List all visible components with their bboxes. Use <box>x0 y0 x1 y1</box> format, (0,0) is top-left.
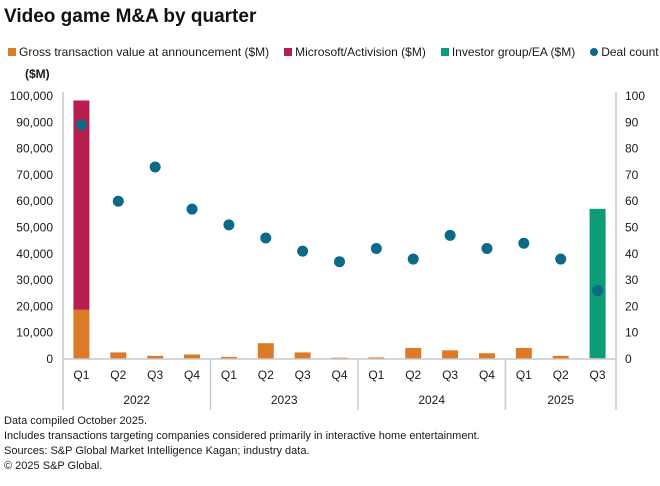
x-tick-label: Q2 <box>405 368 421 382</box>
legend-swatch-gross-value <box>8 48 16 56</box>
y-tick-label-right: 40 <box>625 247 639 261</box>
y-tick-label-left: 20,000 <box>16 299 53 313</box>
y-tick-label-left: 10,000 <box>16 326 53 340</box>
x-tick-label: Q1 <box>73 368 89 382</box>
legend-item-gross-value: Gross transaction value at announcement … <box>8 45 269 59</box>
x-tick-label: Q3 <box>295 368 311 382</box>
legend-label-microsoft-activision: Microsoft/Activision ($M) <box>295 45 426 59</box>
footnotes: Data compiled October 2025. Includes tra… <box>4 414 480 474</box>
axes <box>62 92 617 410</box>
bars <box>73 100 606 360</box>
y-tick-label-left: 90,000 <box>16 115 53 129</box>
bar-gross-transaction-value-at-announcement-m <box>110 352 127 359</box>
legend-label-gross-value: Gross transaction value at announcement … <box>19 45 270 59</box>
x-tick-label: Q2 <box>553 368 569 382</box>
y-tick-label-right: 0 <box>625 352 632 366</box>
legend-marker-deal-count <box>590 48 599 56</box>
x-group-label: 2023 <box>271 393 298 407</box>
bar-gross-transaction-value-at-announcement-m <box>478 353 495 359</box>
y-tick-label-left: 70,000 <box>16 168 53 182</box>
deal-count-point <box>297 245 309 257</box>
bar-gross-transaction-value-at-announcement-m <box>405 347 422 359</box>
deal-count-point <box>186 203 198 215</box>
x-group-label: 2024 <box>418 393 445 407</box>
y-tick-label-left: 60,000 <box>16 194 53 208</box>
y-tick-label-right: 30 <box>625 273 639 287</box>
deal-count-point <box>260 232 272 244</box>
bar-investor-group-ea-m <box>589 208 606 359</box>
y-tick-label-right: 100 <box>625 89 645 103</box>
y-tick-label-right: 70 <box>625 168 639 182</box>
legend-swatch-microsoft-activision <box>284 48 293 56</box>
deal-count-point <box>407 253 419 265</box>
y-tick-label-left: 0 <box>46 352 53 366</box>
y-tick-label-left: 50,000 <box>16 221 53 235</box>
chart-plot: 0 10,000 20,000 30,000 40,000 50,000 60,000 70,… <box>10 89 645 410</box>
note-sources: Sources: S&P Global Market Intelligence … <box>4 445 310 457</box>
bar-gross-transaction-value-at-announcement-m <box>515 347 532 359</box>
bar-gross-transaction-value-at-announcement-m <box>73 309 90 359</box>
y-tick-label-right: 20 <box>625 299 639 313</box>
deal-count-point <box>592 285 604 297</box>
x-tick-label: Q4 <box>331 368 347 382</box>
deal-count-points <box>75 119 604 297</box>
y-tick-label-left: 40,000 <box>16 247 53 261</box>
x-tick-label: Q4 <box>479 368 495 382</box>
x-tick-label: Q3 <box>590 368 606 382</box>
y-axis-right: 0 10 20 30 40 50 60 70 80 90 100 <box>625 89 645 366</box>
y-tick-label-right: 10 <box>625 326 639 340</box>
note-scope: Includes transactions targeting companie… <box>4 430 480 442</box>
legend-item-microsoft-activision: Microsoft/Activision ($M) <box>284 45 426 59</box>
legend-item-investor-ea: Investor group/EA ($M) <box>440 45 576 59</box>
legend-swatch-investor-ea <box>440 48 449 56</box>
legend-label-deal-count: Deal count <box>601 45 659 59</box>
y-tick-label-left: 30,000 <box>16 273 53 287</box>
bar-gross-transaction-value-at-announcement-m <box>294 352 311 359</box>
x-group-label: 2025 <box>547 393 574 407</box>
x-group-label: 2022 <box>123 393 150 407</box>
bar-microsoft-activision-m <box>73 100 90 310</box>
deal-count-point <box>555 253 567 265</box>
y-axis-left: 0 10,000 20,000 30,000 40,000 50,000 60,000 70,… <box>10 89 54 366</box>
note-compiled: Data compiled October 2025. <box>4 415 148 427</box>
y-tick-label-right: 90 <box>625 115 639 129</box>
legend-label-investor-ea: Investor group/EA ($M) <box>451 45 576 59</box>
deal-count-point <box>334 256 345 268</box>
y-axis-unit-label: ($M) <box>25 67 50 81</box>
bar-gross-transaction-value-at-announcement-m <box>257 343 274 359</box>
deal-count-point <box>481 243 493 255</box>
x-tick-label: Q4 <box>184 368 200 382</box>
x-axis: 2022 2023 2024 2025 Q1 Q2 Q3 Q4 Q1 Q2 Q3 Q4 Q1 Q2 Q3 Q4… <box>73 368 605 407</box>
deal-count-point <box>518 237 530 249</box>
x-tick-label: Q3 <box>147 368 163 382</box>
y-tick-label-left: 80,000 <box>16 142 53 156</box>
note-copyright: © 2025 S&P Global. <box>4 460 103 472</box>
deal-count-point <box>370 243 382 255</box>
deal-count-point <box>149 161 161 173</box>
bar-gross-transaction-value-at-announcement-m <box>220 356 237 359</box>
y-tick-label-right: 80 <box>625 142 639 156</box>
x-tick-label: Q1 <box>368 368 384 382</box>
x-tick-label: Q3 <box>442 368 458 382</box>
deal-count-point <box>444 229 456 241</box>
y-tick-label-left: 100,000 <box>10 89 54 103</box>
x-tick-label: Q1 <box>516 368 532 382</box>
legend-item-deal-count: Deal count <box>590 45 659 59</box>
chart-title: Video game M&A by quarter <box>4 6 257 27</box>
bar-gross-transaction-value-at-announcement-m <box>147 355 164 359</box>
x-tick-label: Q2 <box>110 368 126 382</box>
bar-gross-transaction-value-at-announcement-m <box>368 357 385 359</box>
legend: Gross transaction value at announcement … <box>8 45 659 59</box>
bar-gross-transaction-value-at-announcement-m <box>442 350 459 359</box>
y-tick-label-right: 60 <box>625 194 639 208</box>
bar-gross-transaction-value-at-announcement-m <box>552 355 569 359</box>
deal-count-point <box>75 119 87 131</box>
deal-count-point <box>112 195 124 207</box>
x-tick-label: Q1 <box>221 368 237 382</box>
y-tick-label-right: 50 <box>625 221 639 235</box>
deal-count-point <box>223 219 235 231</box>
bar-gross-transaction-value-at-announcement-m <box>184 354 201 359</box>
x-tick-label: Q2 <box>258 368 274 382</box>
